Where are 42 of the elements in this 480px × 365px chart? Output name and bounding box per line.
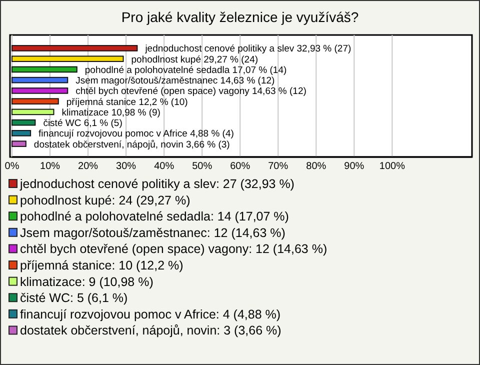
- data-label: jednoduchost cenové politiky a slev 32,93 % (27): [144, 44, 352, 55]
- data-label: pohodlné a polohovatelné sedadla 17,07 % (14): [84, 64, 287, 76]
- legend-label: pohodlnost kupé: 24 (29,27 %): [20, 193, 190, 208]
- x-tick-label: 100%: [379, 161, 406, 172]
- legend-label: klimatizace: 9 (10,98 %): [20, 274, 154, 289]
- data-label: chtěl bych otevřené (open space) vagony 14,63 % (12): [76, 86, 306, 98]
- bar: [12, 119, 36, 126]
- legend-label: dostatek občerstvení, nápojů, novin: 3 (3,66 %): [20, 324, 282, 338]
- bar: [12, 76, 68, 84]
- legend-label: čisté WC: 5 (6,1 %): [20, 291, 128, 306]
- legend-label: chtěl bych otevřené (open space) vagony: 12 (14,63 %): [20, 242, 328, 256]
- x-tick-label: 30%: [116, 161, 136, 172]
- x-tick-label: 0%: [4, 161, 20, 172]
- data-label: pohodlnost kupé 29,27 % (24): [131, 54, 258, 66]
- data-label: dostatek občerstvení, nápojů, novin 3,66 % (3): [34, 139, 230, 150]
- data-label: financují rozvojovou pomoc v Africe 4,88 % (4): [38, 128, 234, 140]
- data-label: příjemná stanice 12,2 % (10): [66, 96, 188, 108]
- legend-label: financují rozvojovou pomoc v Africe: 4 (4,88 %): [20, 307, 281, 322]
- bar: [12, 140, 26, 147]
- legend-label: Jsem magor/šotouš/zaměstnanec: 12 (14,63 %): [20, 226, 286, 240]
- legend-label: jednoduchost cenové politiky a slev: 27 (32,93 %): [19, 177, 294, 191]
- bar: [12, 130, 32, 136]
- data-label: Jsem magor/šotouš/zaměstnanec 14,63 % (12): [76, 76, 275, 87]
- x-tick-label: 20%: [78, 161, 98, 172]
- data-label: klimatizace 10,98 % (9): [62, 107, 160, 118]
- chart-title: Pro jaké kvality železnice je využíváš?: [121, 9, 359, 25]
- bar: [12, 66, 78, 73]
- bar: [12, 108, 54, 116]
- x-tick-label: 50%: [192, 161, 212, 172]
- legend-label: příjemná stanice: 10 (12,2 %): [20, 258, 184, 272]
- x-tick-label: 90%: [344, 161, 364, 172]
- bar: [12, 88, 68, 94]
- bar: [12, 98, 59, 104]
- x-tick-label: 70%: [268, 161, 288, 172]
- legend-label: pohodlné a polohovatelné sedadla: 14 (17,07 %): [20, 210, 289, 224]
- x-tick-label: 10%: [40, 161, 60, 172]
- x-tick-label: 80%: [306, 161, 326, 172]
- bar: [12, 45, 138, 52]
- x-tick-label: 40%: [154, 161, 174, 172]
- x-tick-label: 60%: [230, 161, 250, 172]
- data-label: čisté WC 6,1 % (5): [43, 118, 122, 130]
- bar: [12, 56, 124, 62]
